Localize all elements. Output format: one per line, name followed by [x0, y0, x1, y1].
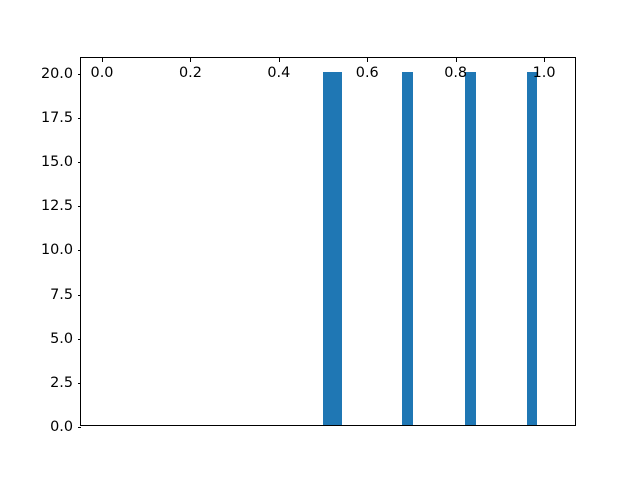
y-tick-mark	[77, 338, 81, 340]
y-tick-mark	[77, 294, 81, 296]
y-tick-mark	[77, 73, 81, 75]
plot-axes: 0.0 2.5 5.0 7.5 10.0 12.5 15.0 17.5 20.0 0.0 0.2 0…	[41, 57, 576, 435]
plot-area	[81, 58, 575, 425]
x-tick-mark	[455, 58, 457, 62]
y-tick-mark	[77, 250, 81, 252]
y-tick-label: 0.0	[50, 419, 73, 435]
y-tick-mark	[77, 162, 81, 164]
x-tick-label: 0.8	[444, 65, 468, 81]
x-tick-label: 0.4	[267, 65, 291, 81]
y-tick-label: 17.5	[40, 110, 73, 127]
y-tick-mark	[77, 427, 81, 428]
y-tick-mark	[77, 206, 81, 208]
y-tick-mark	[77, 382, 81, 384]
x-tick-mark	[367, 58, 369, 62]
y-tick-label: 7.5	[50, 286, 73, 303]
x-tick-mark	[190, 58, 192, 62]
x-tick-mark	[278, 58, 280, 62]
bar	[465, 71, 476, 425]
x-tick-label: 0.2	[178, 65, 202, 81]
y-tick-label: 20.0	[40, 65, 73, 82]
y-tick-label: 5.0	[50, 330, 73, 347]
x-tick-label: 0.6	[355, 65, 379, 81]
bar	[402, 71, 413, 425]
bar	[526, 71, 537, 425]
x-tick-mark	[544, 58, 546, 62]
y-tick-mark	[77, 118, 81, 120]
y-tick-label: 2.5	[50, 374, 73, 391]
y-tick-label: 12.5	[40, 198, 73, 215]
x-tick-mark	[101, 58, 103, 62]
x-tick-label: 0.0	[90, 65, 114, 81]
y-tick-label: 15.0	[40, 154, 73, 171]
y-tick-label: 10.0	[40, 242, 73, 259]
x-tick-label: 1.0	[532, 65, 556, 81]
bar	[322, 71, 343, 425]
